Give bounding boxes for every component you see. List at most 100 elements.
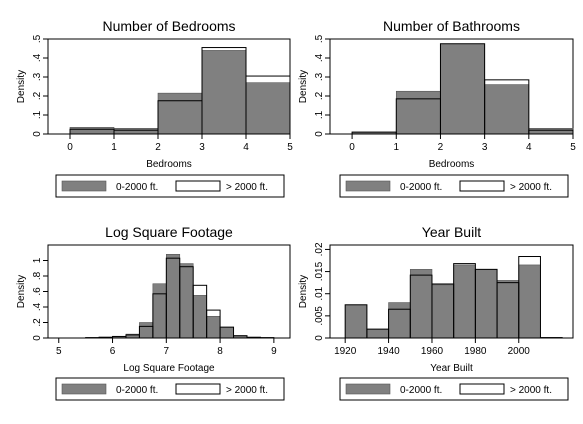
chart-title: Number of Bathrooms: [383, 18, 520, 34]
y-tick-label: .5: [32, 34, 43, 43]
bar-filled: [113, 128, 159, 135]
bar-outline: [344, 304, 368, 339]
y-tick-label: .2: [32, 318, 43, 327]
legend-swatch-filled: [345, 383, 391, 395]
chart-panel-3: Log Square Footage 5 6 7 8 9 Log Square Footag…: [16, 224, 291, 401]
chart-panel-2: Number of Bathrooms 0 1 2 3 4 5 Bedrooms 0 .1 .2 .3…: [298, 18, 576, 198]
bar-outline: [246, 336, 261, 339]
bar-filled: [179, 263, 194, 339]
y-tick-label: .1: [32, 110, 43, 119]
bar-outline: [484, 79, 530, 135]
bar-outline: [528, 129, 574, 135]
y-tick-label: .2: [314, 91, 325, 100]
chart-legend: 0-2000 ft. > 2000 ft.: [339, 377, 569, 401]
x-tick-label: 8: [217, 346, 223, 357]
x-tick-label: 3: [199, 142, 205, 153]
x-tick-label: 1: [393, 142, 399, 153]
bar-filled: [157, 92, 203, 135]
x-tick-label: 0: [349, 142, 355, 153]
bar-filled: [496, 280, 520, 339]
x-tick-label: 2: [438, 142, 444, 153]
x-tick-label: 2000: [508, 346, 531, 357]
y-tick-label: .4: [32, 302, 43, 311]
bar-filled: [409, 269, 433, 339]
x-tick-label: 1980: [464, 346, 487, 357]
y-tick-label: .005: [314, 306, 325, 326]
y-tick-label: .1: [314, 110, 325, 119]
y-axis-label: Density: [298, 70, 309, 103]
bar-filled: [139, 322, 154, 339]
x-axis-label: Log Square Footage: [123, 363, 215, 374]
chart-legend: 0-2000 ft. > 2000 ft.: [55, 377, 285, 401]
y-tick-label: .2: [32, 91, 43, 100]
x-axis-label: Year Built: [430, 363, 473, 374]
bar-filled: [166, 254, 181, 339]
bar-filled: [453, 264, 476, 339]
chart-panel-1: Number of Bedrooms 0 1 2 3 4 5 Bedrooms 0 .1 .2 .3.…: [16, 18, 293, 198]
legend-swatch-outline: [175, 383, 221, 395]
legend-swatch-filled: [61, 383, 107, 395]
y-axis-label: Density: [16, 70, 27, 103]
legend-label-filled: 0-2000 ft.: [400, 182, 442, 193]
y-tick-label: .4: [314, 53, 325, 62]
x-tick-label: 5: [56, 346, 62, 357]
y-axis-label: Density: [16, 275, 27, 308]
bar-filled: [388, 302, 411, 339]
legend-swatch-filled: [345, 180, 391, 192]
y-tick-label: .02: [314, 242, 325, 256]
legend-label-outline: > 2000 ft.: [226, 182, 268, 193]
legend-frame: [55, 174, 285, 198]
bar-filled: [152, 283, 167, 339]
y-tick-label: .3: [32, 72, 43, 81]
legend-swatch-outline: [459, 383, 505, 395]
legend-label-outline: > 2000 ft.: [510, 385, 552, 396]
x-tick-label: 1920: [334, 346, 357, 357]
chart-legend: 0-2000 ft. > 2000 ft.: [55, 174, 285, 198]
x-tick-label: 5: [570, 142, 576, 153]
bar-filled: [528, 128, 574, 135]
legend-label-filled: 0-2000 ft.: [116, 385, 158, 396]
y-tick-label: .5: [314, 34, 325, 43]
legend-label-filled: 0-2000 ft.: [116, 182, 158, 193]
x-tick-label: 6: [110, 346, 116, 357]
legend-frame: [339, 174, 569, 198]
legend-swatch-outline: [459, 180, 505, 192]
y-tick-label: 0: [314, 131, 325, 137]
y-tick-label: 0: [32, 131, 43, 137]
bar-filled: [366, 328, 389, 339]
x-tick-label: 3: [482, 142, 488, 153]
legend-swatch-filled: [61, 180, 107, 192]
y-tick-label: .3: [314, 72, 325, 81]
legend-frame: [55, 377, 285, 401]
chart-title: Year Built: [422, 224, 482, 240]
y-tick-label: .4: [32, 53, 43, 62]
y-tick-label: .6: [32, 287, 43, 296]
bar-filled: [192, 295, 207, 339]
bar-filled: [344, 304, 368, 339]
bar-outline: [219, 326, 235, 339]
legend-label-outline: > 2000 ft.: [510, 182, 552, 193]
x-tick-label: 4: [526, 142, 532, 153]
x-tick-label: 9: [271, 346, 277, 357]
bar-filled: [440, 44, 485, 135]
chart-legend: 0-2000 ft. > 2000 ft.: [339, 174, 569, 198]
bar-filled: [484, 84, 530, 135]
bar-outline: [245, 75, 291, 135]
x-tick-label: 0: [67, 142, 73, 153]
y-tick-label: 1: [32, 257, 43, 263]
chart-title: Log Square Footage: [105, 224, 233, 240]
x-tick-label: 4: [243, 142, 249, 153]
x-tick-label: 1940: [377, 346, 400, 357]
bar-outline: [206, 309, 221, 339]
x-tick-label: 2: [155, 142, 161, 153]
y-tick-label: .015: [314, 261, 325, 281]
x-axis-label: Bedrooms: [429, 159, 475, 170]
legend-swatch-outline: [175, 180, 221, 192]
y-tick-label: .8: [32, 271, 43, 280]
x-tick-label: 1960: [421, 346, 444, 357]
legend-label-outline: > 2000 ft.: [226, 385, 268, 396]
bar-filled: [201, 50, 247, 135]
y-axis-label: Density: [298, 275, 309, 308]
y-tick-label: 0: [32, 335, 43, 341]
bar-filled: [395, 90, 441, 135]
